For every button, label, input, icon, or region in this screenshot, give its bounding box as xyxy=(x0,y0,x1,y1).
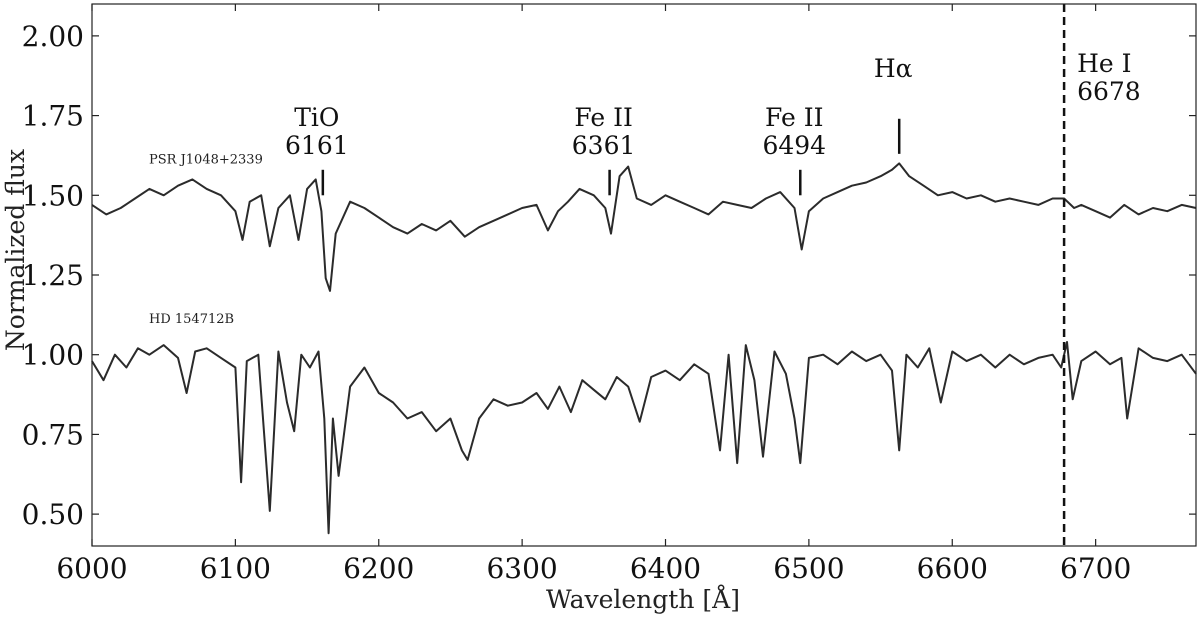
plot-frame xyxy=(91,3,1197,547)
annotation-wavelength-2: 6361 xyxy=(572,131,636,160)
x-tick-label: 6100 xyxy=(200,552,271,585)
series-label-1: PSR J1048+2339 xyxy=(149,152,263,167)
series-line-1 xyxy=(91,162,1197,292)
annotation-label-3: Fe II xyxy=(765,103,823,132)
y-tick-label: 0.75 xyxy=(22,418,84,451)
y-axis-label: Normalized flux xyxy=(1,149,30,351)
vline-label: He I xyxy=(1077,49,1131,78)
axes: 6000 6100 6200 6300 6400 6500 6600 6700 0.50 0.75… xyxy=(22,3,1197,585)
annotation-wavelength-3: 6494 xyxy=(762,131,826,160)
y-tick-label: 1.00 xyxy=(22,339,84,372)
x-tick-label: 6300 xyxy=(486,552,557,585)
x-tick-label: 6500 xyxy=(773,552,844,585)
x-tick-label: 6600 xyxy=(917,552,988,585)
y-tick-label: 2.00 xyxy=(22,20,84,53)
x-tick-label: 6700 xyxy=(1060,552,1131,585)
y-tick-label: 1.50 xyxy=(22,179,84,212)
plot-area: PSR J1048+2339 HD 154712B xyxy=(91,152,1197,535)
y-tick-label: 1.25 xyxy=(22,259,84,292)
annotation-label-4: Hα xyxy=(874,54,913,83)
y-tick-label: 1.75 xyxy=(22,100,84,133)
x-tick-label: 6000 xyxy=(56,552,127,585)
x-axis-label: Wavelength [Å] xyxy=(546,584,740,614)
x-tick-label: 6200 xyxy=(343,552,414,585)
series-line-2 xyxy=(91,341,1197,535)
annotation-wavelength-1: 6161 xyxy=(285,131,349,160)
x-tick-label: 6400 xyxy=(630,552,701,585)
vline-wavelength: 6678 xyxy=(1077,77,1141,106)
series-label-2: HD 154712B xyxy=(149,312,234,327)
annotation-label-2: Fe II xyxy=(574,103,632,132)
annotation-label-1: TiO xyxy=(294,103,339,132)
y-tick-label: 0.50 xyxy=(22,498,84,531)
